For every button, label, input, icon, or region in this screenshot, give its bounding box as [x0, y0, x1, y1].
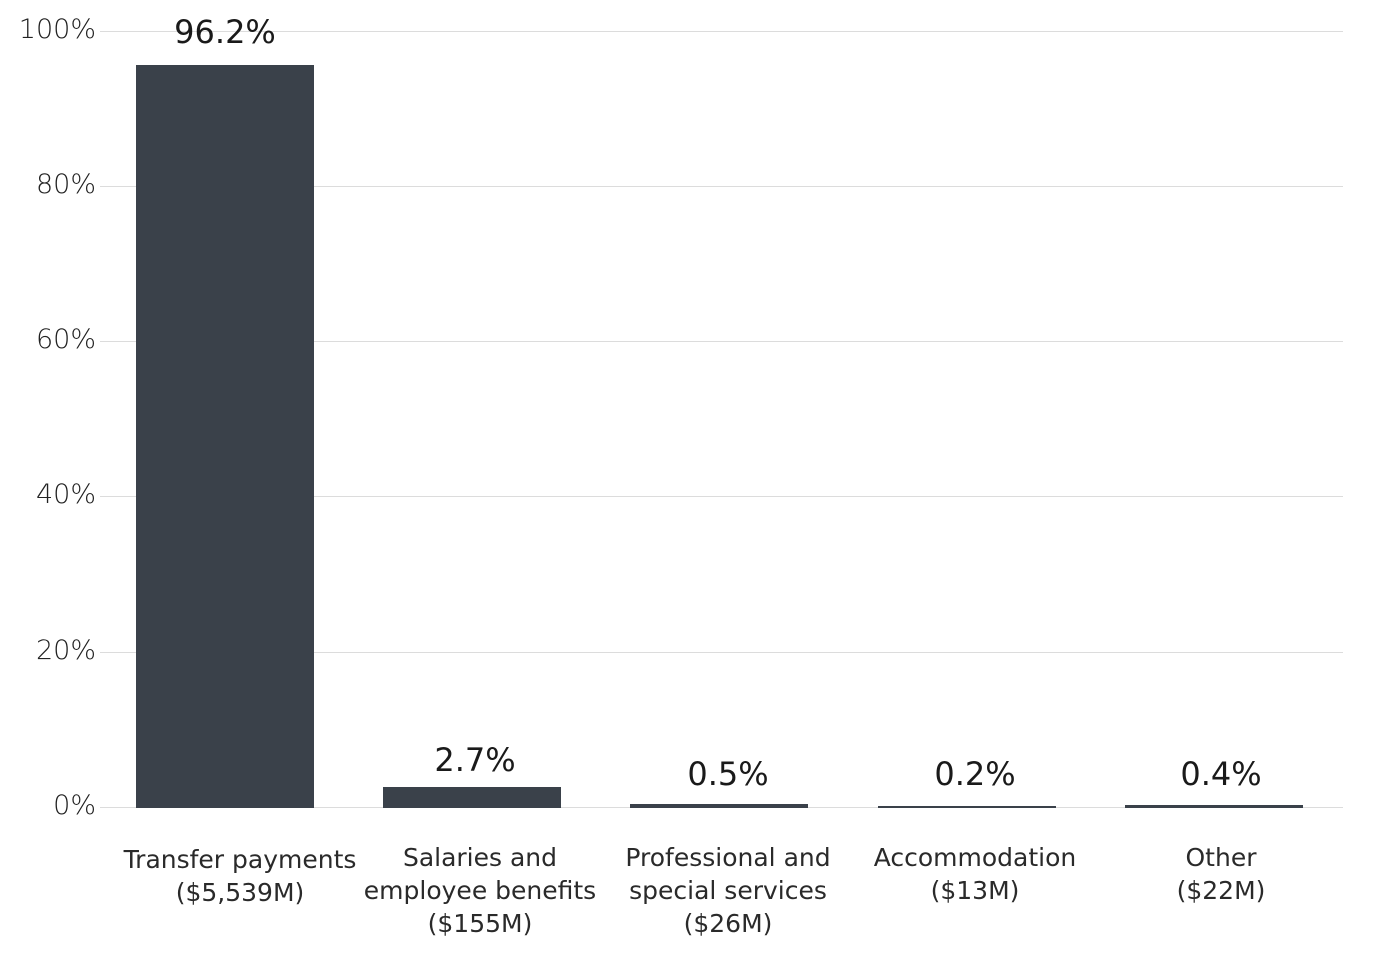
- gridline-40: [100, 496, 1343, 497]
- value-label: 96.2%: [174, 13, 276, 51]
- y-tick-label: 100%: [18, 14, 96, 45]
- gridline-100: [100, 31, 1343, 32]
- value-label: 2.7%: [434, 741, 516, 779]
- gridline-60: [100, 341, 1343, 342]
- gridline-80: [100, 186, 1343, 187]
- x-category-label: Other ($22M): [1176, 843, 1266, 905]
- y-tick-label: 80%: [35, 169, 96, 200]
- bar-salaries: [383, 787, 561, 808]
- y-tick-label: 20%: [35, 635, 96, 666]
- value-label: 0.4%: [1180, 755, 1262, 793]
- y-tick-label: 60%: [35, 324, 96, 355]
- value-label: 0.2%: [934, 755, 1016, 793]
- x-category-label: Professional and special services ($26M): [625, 843, 831, 938]
- bar-professional-services: [630, 804, 808, 808]
- x-category-label: Salaries and employee benefits ($155M): [363, 843, 597, 938]
- bar-accommodation: [878, 806, 1056, 808]
- y-tick-label: 0%: [53, 790, 96, 821]
- x-category-label: Accommodation ($13M): [873, 843, 1077, 905]
- x-category-label: Transfer payments ($5,539M): [123, 845, 357, 907]
- y-tick-label: 40%: [35, 479, 96, 510]
- bar-other: [1125, 805, 1303, 808]
- value-label: 0.5%: [687, 755, 769, 793]
- bar-transfer-payments: [136, 65, 314, 808]
- gridline-20: [100, 652, 1343, 653]
